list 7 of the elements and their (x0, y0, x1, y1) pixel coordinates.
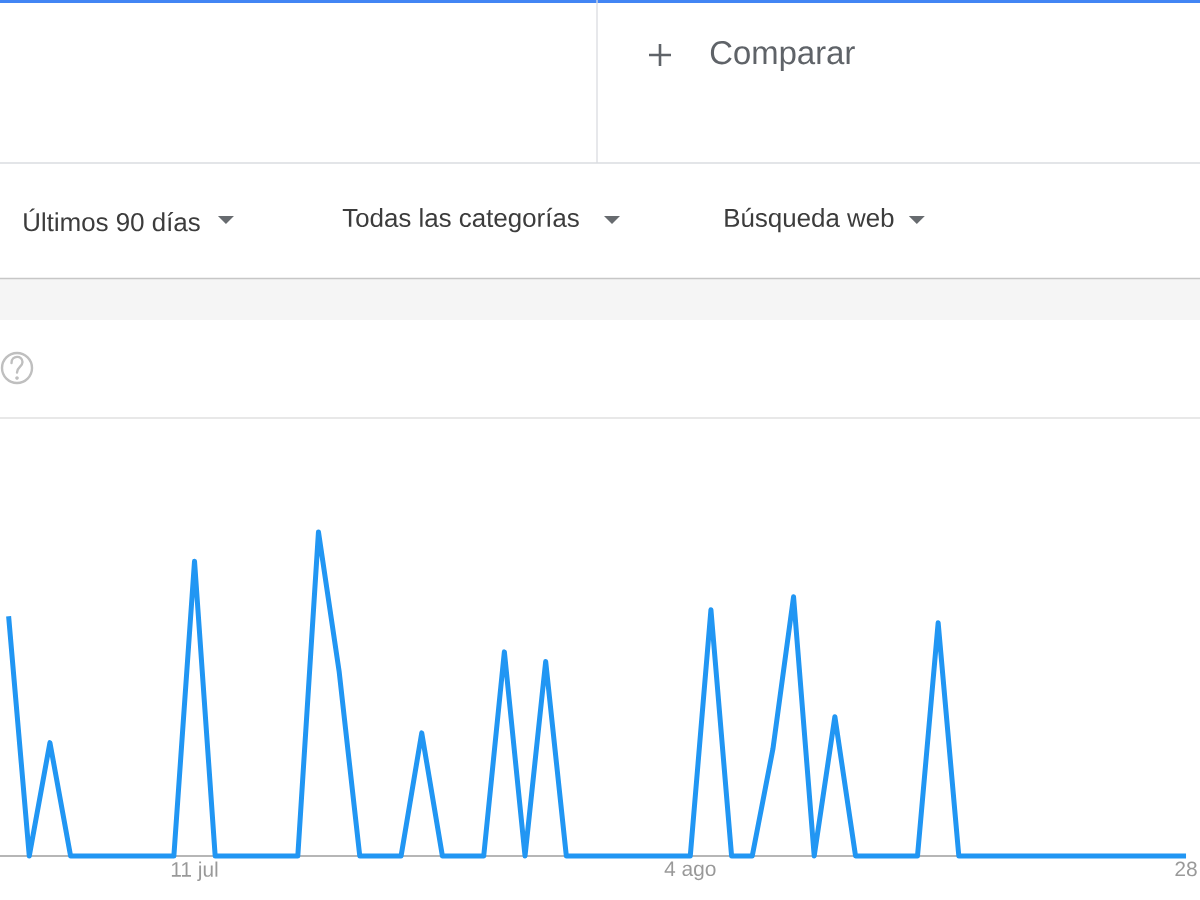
x-tick-label: 28 (1175, 861, 1197, 877)
x-tick-label: 4 ago (664, 861, 716, 881)
x-tick-label: 11 jul (171, 861, 218, 882)
text: Últimos 90 días (24, 208, 200, 232)
text: Búsqueda web (725, 207, 894, 233)
text: Comparar (710, 41, 855, 71)
text: Todas las categorías (342, 207, 579, 233)
